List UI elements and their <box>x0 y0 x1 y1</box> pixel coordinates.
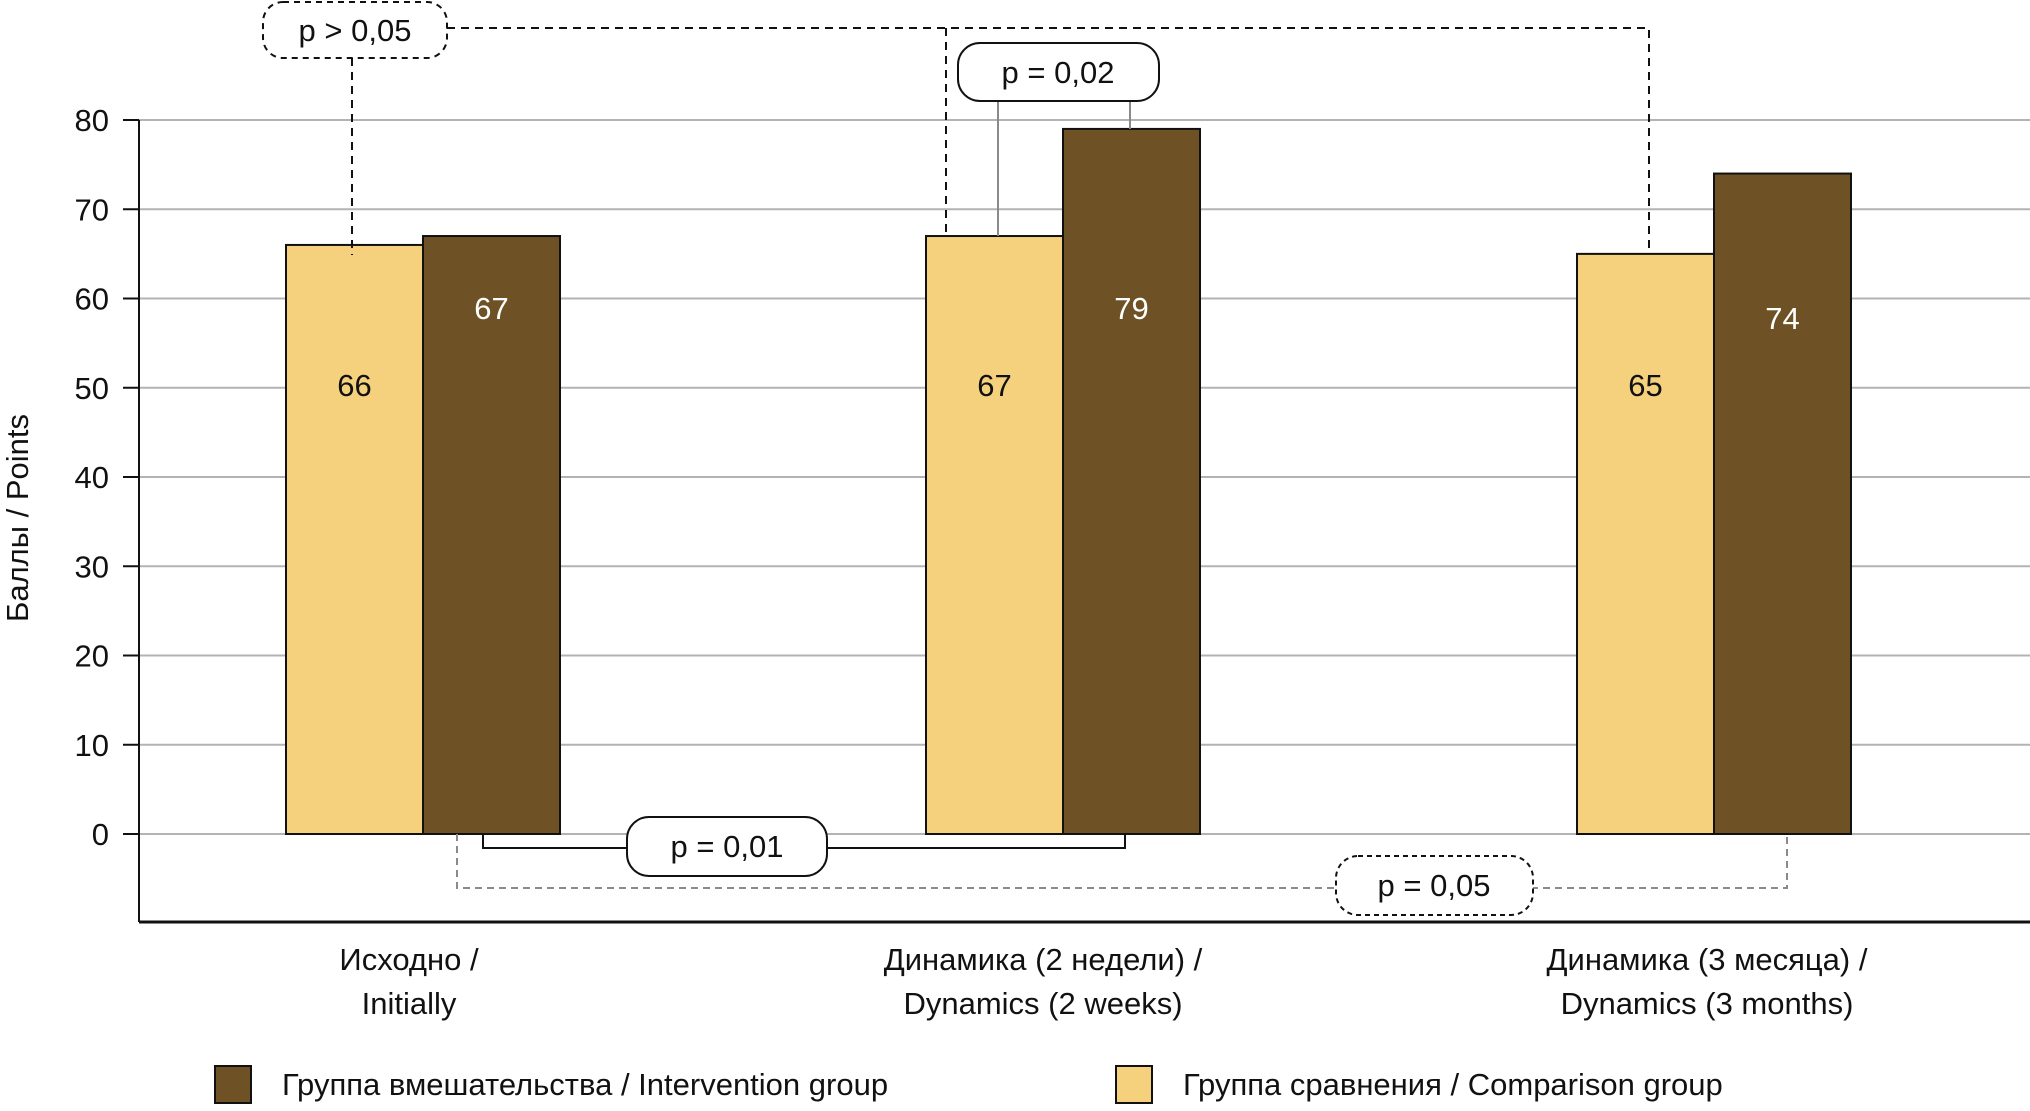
legend-swatch <box>1115 1065 1153 1104</box>
annotation-label: p = 0,01 <box>671 829 784 864</box>
bar <box>1576 252 1715 835</box>
annotation-label: p = 0,02 <box>1002 55 1115 90</box>
y-tick-label: 30 <box>75 549 109 584</box>
annotation-box <box>626 816 828 877</box>
x-tick-label: Исходно / <box>339 942 479 977</box>
x-tick-labels: Исходно / Initially Динамика (2 недели) / D… <box>339 942 1867 1021</box>
annotation-label: p = 0,05 <box>1378 868 1491 903</box>
y-tick-label: 80 <box>75 103 109 138</box>
x-tick-label: Dynamics (3 months) <box>1561 986 1854 1021</box>
annotation-label: p > 0,05 <box>299 13 412 48</box>
annotation-box <box>1335 855 1534 916</box>
y-tick-label: 60 <box>75 282 109 317</box>
x-tick-label: Динамика (3 месяца) / <box>1547 942 1868 977</box>
significance-annotations: p > 0,05 p = 0,02 p = 0,05 p = 0,01 <box>262 1 1788 916</box>
y-tick-label: 0 <box>92 817 109 852</box>
x-tick-label: Dynamics (2 weeks) <box>903 986 1182 1021</box>
x-tick-label: Initially <box>362 986 457 1021</box>
y-tick-label: 10 <box>75 728 109 763</box>
y-tick-label: 40 <box>75 460 109 495</box>
legend-swatch <box>214 1065 252 1104</box>
x-tick-label: Динамика (2 недели) / <box>884 942 1203 977</box>
annotation-box <box>262 1 448 59</box>
bar-value-label: 74 <box>1765 301 1799 336</box>
y-tick-label: 70 <box>75 192 109 227</box>
legend: Группа вмешательства / Intervention grou… <box>214 1065 1723 1104</box>
bar <box>422 235 561 835</box>
bar-value-label: 67 <box>474 291 508 326</box>
annotation-line <box>456 834 1788 889</box>
annotation-box <box>957 42 1160 102</box>
bars: 66 67 65 67 79 74 <box>285 127 1852 836</box>
bar <box>1062 127 1201 836</box>
bar-value-label: 66 <box>337 368 371 403</box>
bar-value-label: 67 <box>977 368 1011 403</box>
annotation-line <box>447 27 1650 250</box>
legend-label: Группа сравнения / Comparison group <box>1183 1067 1723 1102</box>
y-tick-label: 20 <box>75 639 109 674</box>
bar <box>285 243 424 835</box>
y-tick-label: 50 <box>75 371 109 406</box>
axes: 0 10 20 30 40 50 60 70 80 <box>75 103 2030 924</box>
bar <box>925 235 1064 835</box>
y-axis-label: Баллы / Points <box>0 414 35 622</box>
bar-value-label: 79 <box>1114 291 1148 326</box>
bar <box>1713 172 1852 836</box>
legend-label: Группа вмешательства / Intervention grou… <box>282 1067 888 1102</box>
bar-value-label: 65 <box>1628 368 1662 403</box>
